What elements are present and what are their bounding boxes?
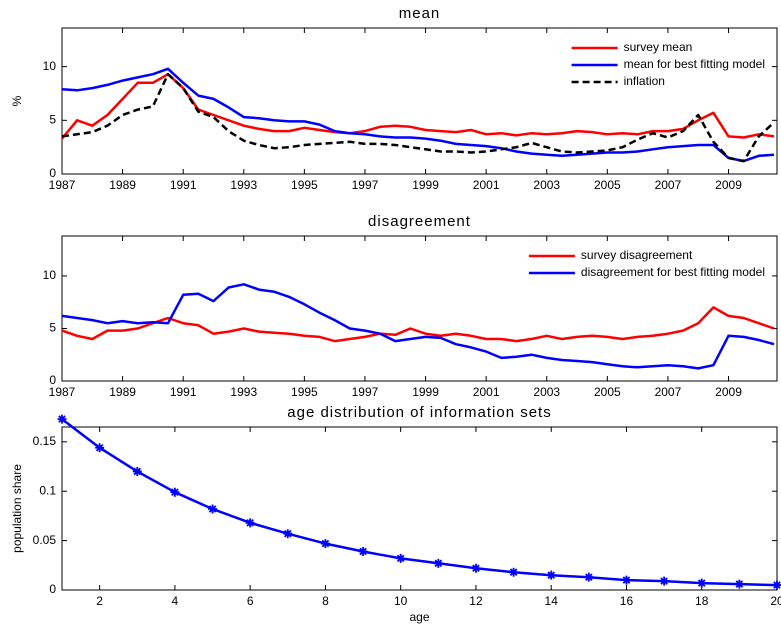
axes-box <box>61 235 778 382</box>
series-line <box>61 306 775 343</box>
x-tick-label: 2001 <box>473 178 500 192</box>
x-tick-label: 16 <box>620 594 634 608</box>
marker <box>509 567 519 577</box>
x-tick-label: 2005 <box>594 178 621 192</box>
y-tick-label: 0.15 <box>33 434 57 448</box>
x-tick-label: 20 <box>770 594 781 608</box>
y-tick-label: 0.1 <box>39 483 56 497</box>
marker <box>621 575 631 585</box>
marker <box>245 518 255 528</box>
x-tick-label: 6 <box>247 594 254 608</box>
x-tick-label: 4 <box>172 594 179 608</box>
x-tick-label: 18 <box>695 594 709 608</box>
marker <box>546 570 556 580</box>
marker <box>772 580 781 590</box>
x-tick-label: 2009 <box>715 178 742 192</box>
legend-label: disagreement for best fitting model <box>581 265 765 279</box>
x-tick-label: 1999 <box>412 385 439 399</box>
marker <box>659 576 669 586</box>
marker <box>283 529 293 539</box>
x-tick-label: 1995 <box>291 178 318 192</box>
series-line <box>61 72 775 163</box>
x-tick-label: 2003 <box>533 178 560 192</box>
x-tick-label: 1997 <box>352 385 379 399</box>
chart-title: mean <box>399 5 441 22</box>
y-tick-label: 10 <box>43 59 57 73</box>
series-line <box>61 67 775 163</box>
y-axis-label: population share <box>10 464 24 553</box>
x-tick-label: 2001 <box>473 385 500 399</box>
axes-box <box>61 426 778 591</box>
x-tick-label: 1987 <box>49 178 76 192</box>
chart-title: disagreement <box>368 213 471 230</box>
x-tick-label: 12 <box>469 594 483 608</box>
legend-label: inflation <box>624 74 665 88</box>
x-tick-label: 2 <box>96 594 103 608</box>
y-tick-label: 0 <box>49 166 56 180</box>
x-axis-label: age <box>409 610 429 624</box>
x-tick-label: 10 <box>394 594 408 608</box>
y-tick-label: 5 <box>49 112 56 126</box>
marker <box>584 572 594 582</box>
series-line <box>61 283 775 370</box>
x-tick-label: 1989 <box>109 385 136 399</box>
x-tick-label: 2005 <box>594 385 621 399</box>
x-tick-label: 1991 <box>170 385 197 399</box>
marker <box>734 579 744 589</box>
x-tick-label: 1999 <box>412 178 439 192</box>
y-tick-label: 5 <box>49 321 56 335</box>
x-tick-label: 2003 <box>533 385 560 399</box>
y-tick-label: 0 <box>49 582 56 596</box>
x-tick-label: 8 <box>322 594 329 608</box>
legend-label: survey disagreement <box>581 248 693 262</box>
x-tick-label: 1987 <box>49 385 76 399</box>
marker <box>433 558 443 568</box>
x-tick-label: 1989 <box>109 178 136 192</box>
legend-label: mean for best fitting model <box>624 57 765 71</box>
marker <box>471 563 481 573</box>
series-line <box>61 418 778 587</box>
marker <box>132 466 142 476</box>
marker <box>358 546 368 556</box>
marker <box>208 504 218 514</box>
marker <box>697 578 707 588</box>
x-tick-label: 1991 <box>170 178 197 192</box>
x-tick-label: 2009 <box>715 385 742 399</box>
x-tick-label: 1993 <box>230 178 257 192</box>
x-tick-label: 1997 <box>352 178 379 192</box>
y-tick-label: 10 <box>43 268 57 282</box>
marker <box>170 487 180 497</box>
legend-label: survey mean <box>624 40 693 54</box>
marker <box>396 553 406 563</box>
y-tick-label: 0 <box>49 373 56 387</box>
x-tick-label: 1993 <box>230 385 257 399</box>
x-tick-label: 1995 <box>291 385 318 399</box>
marker <box>320 539 330 549</box>
y-axis-label: % <box>10 95 24 106</box>
x-tick-label: 14 <box>545 594 559 608</box>
x-tick-label: 2007 <box>655 385 682 399</box>
chart-title: age distribution of information sets <box>287 404 551 421</box>
x-tick-label: 2007 <box>655 178 682 192</box>
y-tick-label: 0.05 <box>33 533 57 547</box>
marker <box>95 443 105 453</box>
marker <box>57 414 67 424</box>
